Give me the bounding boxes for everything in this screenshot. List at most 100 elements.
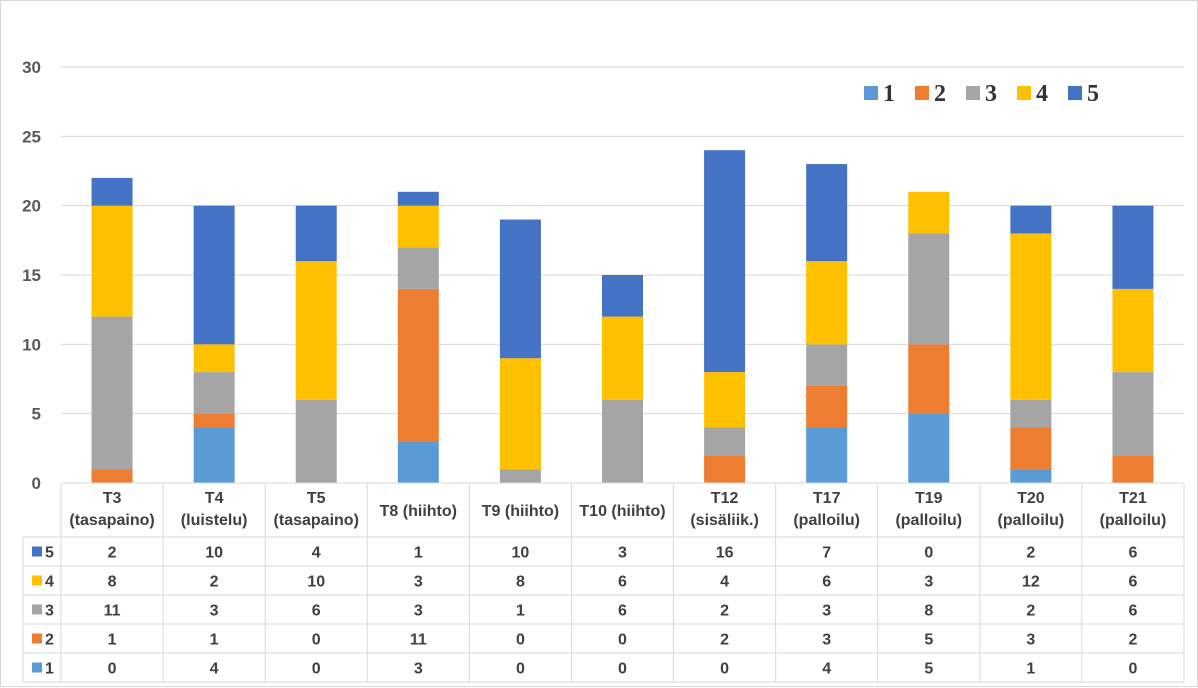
bar-segment-series-3 — [1112, 372, 1154, 456]
legend-swatch-2 — [915, 86, 929, 100]
bar-segment-series-5 — [397, 191, 439, 206]
x-tick-label: T8 (hiihto) — [380, 503, 457, 520]
data-label: 11 — [104, 603, 121, 620]
data-label: 10 — [307, 574, 325, 591]
bar-segment-series-2 — [1010, 427, 1052, 470]
data-label: 2 — [720, 603, 729, 620]
bar-segment-series-2 — [397, 288, 439, 442]
bar-segment-series-2 — [193, 413, 235, 428]
x-tick-label: (palloilu) — [1100, 512, 1167, 529]
data-label: 4 — [822, 661, 831, 678]
table-row-label: 4 — [45, 574, 54, 591]
data-label: 3 — [822, 632, 831, 649]
bar-segment-series-4 — [1010, 233, 1052, 400]
bar-segment-series-2 — [91, 469, 133, 483]
data-label: 2 — [1026, 545, 1035, 562]
bar-segment-series-5 — [295, 205, 337, 262]
data-label: 0 — [618, 661, 627, 678]
table-legend-key — [32, 575, 42, 586]
bar-segment-series-5 — [806, 164, 848, 262]
data-label: 6 — [822, 574, 831, 591]
data-label: 7 — [822, 545, 831, 562]
bar-segment-series-2 — [704, 455, 746, 483]
data-label: 6 — [1129, 574, 1138, 591]
bar-segment-series-3 — [1010, 399, 1052, 428]
y-tick-label: 10 — [22, 335, 41, 354]
data-label: 4 — [210, 661, 219, 678]
data-label: 11 — [410, 632, 427, 649]
bar-segment-series-3 — [193, 372, 235, 414]
bar-segment-series-1 — [397, 441, 439, 483]
y-tick-label: 5 — [32, 405, 41, 424]
x-tick-label: T19 — [915, 490, 943, 507]
legend-label: 1 — [883, 81, 895, 107]
bar-segment-series-1 — [806, 427, 848, 483]
data-label: 0 — [720, 661, 729, 678]
data-label: 0 — [108, 661, 117, 678]
bar-segment-series-3 — [704, 427, 746, 456]
data-label: 0 — [924, 545, 933, 562]
legend-swatch-3 — [966, 86, 980, 100]
data-label: 5 — [924, 661, 933, 678]
data-label: 3 — [210, 603, 219, 620]
x-tick-label: T4 — [205, 490, 224, 507]
data-label: 8 — [516, 574, 525, 591]
x-tick-label: T9 (hiihto) — [482, 503, 559, 520]
legend-label: 2 — [934, 81, 946, 107]
x-tick-label: T20 — [1017, 490, 1045, 507]
data-label: 3 — [1026, 632, 1035, 649]
bar-segment-series-3 — [91, 316, 133, 470]
x-tick-label: (palloilu) — [895, 512, 962, 529]
bar-segment-series-1 — [908, 413, 950, 483]
bar-segment-series-1 — [1010, 469, 1052, 483]
table-row-label: 1 — [45, 661, 54, 678]
x-tick-label: (sisäliik.) — [690, 512, 758, 529]
bar-segment-series-2 — [908, 344, 950, 414]
bar-segment-series-3 — [295, 399, 337, 483]
data-label: 6 — [1129, 545, 1138, 562]
bar-segment-series-4 — [91, 205, 133, 317]
x-tick-label: T5 — [307, 490, 326, 507]
data-label: 2 — [1026, 603, 1035, 620]
table-row-label: 5 — [45, 545, 54, 562]
bar-segment-series-3 — [397, 247, 439, 289]
bar-segment-series-4 — [499, 358, 541, 470]
bar-segment-series-5 — [1112, 205, 1154, 289]
bar-segment-series-4 — [193, 344, 235, 373]
bar-segment-series-5 — [1010, 205, 1052, 234]
data-label: 4 — [312, 545, 321, 562]
bar-segment-series-5 — [704, 150, 746, 373]
legend-label: 4 — [1036, 81, 1048, 107]
data-label: 3 — [414, 574, 423, 591]
data-label: 1 — [108, 632, 117, 649]
data-label: 6 — [618, 574, 627, 591]
data-label: 3 — [822, 603, 831, 620]
x-tick-label: (palloilu) — [793, 512, 860, 529]
legend-label: 5 — [1087, 81, 1099, 107]
x-tick-label: T21 — [1119, 490, 1147, 507]
table-row-label: 3 — [45, 603, 54, 620]
data-label: 1 — [516, 603, 525, 620]
bar-segment-series-4 — [806, 261, 848, 345]
data-label: 1 — [1026, 661, 1035, 678]
data-label: 0 — [1129, 661, 1138, 678]
data-label: 10 — [205, 545, 223, 562]
table-row-label: 2 — [45, 632, 54, 649]
y-tick-label: 15 — [22, 266, 41, 285]
x-tick-label: T17 — [813, 490, 841, 507]
data-label: 2 — [1129, 632, 1138, 649]
data-label: 1 — [210, 632, 219, 649]
data-label: 0 — [312, 661, 321, 678]
legend-label: 3 — [985, 81, 997, 107]
legend-swatch-5 — [1068, 86, 1082, 100]
data-label: 0 — [516, 661, 525, 678]
bar-segment-series-5 — [499, 219, 541, 359]
data-label: 8 — [924, 603, 933, 620]
bar-segment-series-5 — [602, 275, 643, 317]
bar-segment-series-1 — [193, 427, 235, 483]
bar-segment-series-4 — [1112, 288, 1154, 373]
bar-segment-series-3 — [499, 469, 541, 483]
data-label: 0 — [312, 632, 321, 649]
